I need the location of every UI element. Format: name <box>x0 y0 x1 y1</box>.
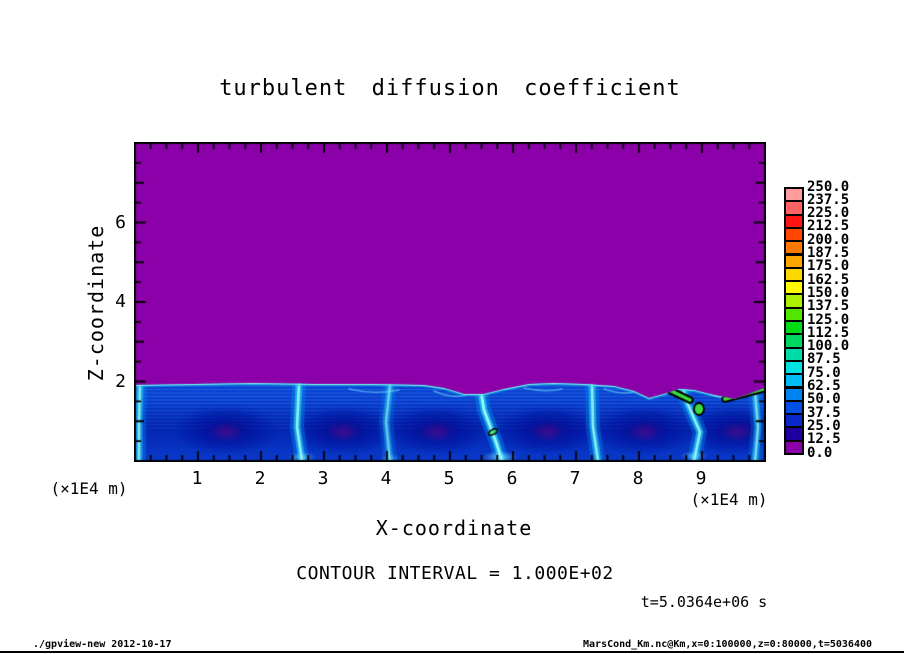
x-tick-label: 7 <box>569 468 581 489</box>
z-tick-label: 2 <box>115 370 126 392</box>
time-annotation: t=5.0364e+06 s <box>640 593 768 611</box>
colorbar-level-label: 237.5 <box>807 191 850 208</box>
colorbar-level-label: 225.0 <box>807 205 850 222</box>
x-tick-label: 8 <box>632 468 644 489</box>
colorbar-level-label: 162.5 <box>807 271 850 288</box>
colorbar-level-label: 212.5 <box>807 218 850 235</box>
colorbar-level-label: 37.5 <box>807 404 841 421</box>
z-tick-label: 4 <box>115 291 126 312</box>
colorbar-level-label: 75.0 <box>807 364 841 381</box>
colorbar-level-label: 62.5 <box>807 378 841 394</box>
chart-title: turbulent diffusion coefficient <box>219 76 681 101</box>
colorbar-level-label: 175.0 <box>807 258 850 275</box>
colorbar-level-label: 0.0 <box>807 444 833 461</box>
z-tick-label: 6 <box>115 211 126 233</box>
colorbar-level-label: 25.0 <box>807 417 841 434</box>
x-axis-unit-label: (×1E4 m) <box>690 490 768 509</box>
colorbar-level-label: 137.5 <box>807 298 850 315</box>
colorbar-cell <box>784 439 804 455</box>
colorbar-level-label: 150.0 <box>807 284 850 301</box>
colorbar-level-label: 87.5 <box>807 351 841 368</box>
x-axis-title: X-coordinate <box>375 516 533 540</box>
contour-field-canvas <box>134 142 766 462</box>
x-tick-label: 3 <box>317 468 329 489</box>
footer-datasource: MarsCond_Km.nc@Km,x=0:100000,z=0:80000,t… <box>583 639 872 650</box>
colorbar-level-label: 50.0 <box>807 391 841 408</box>
contour-interval-note: CONTOUR INTERVAL = 1.000E+02 <box>296 563 614 584</box>
z-axis-unit-label: (×1E4 m) <box>50 479 128 498</box>
x-tick-label: 4 <box>380 468 392 489</box>
colorbar-level-label: 100.0 <box>807 338 850 355</box>
x-tick-label: 2 <box>254 468 266 489</box>
colorbar-level-label: 112.5 <box>807 324 850 341</box>
colorbar-level-label: 187.5 <box>807 245 850 261</box>
colorbar-level-label: 250.0 <box>807 178 850 195</box>
bottom-divider <box>0 651 904 653</box>
z-axis-title: Z-coordinate <box>84 224 108 382</box>
colorbar-level-label: 125.0 <box>807 311 850 328</box>
x-tick-label: 1 <box>191 468 203 489</box>
colorbar-level-label: 200.0 <box>807 231 850 248</box>
x-tick-label: 9 <box>695 468 707 489</box>
footer-command-line: ./gpview-new 2012-10-17 <box>33 639 172 650</box>
x-tick-label: 5 <box>443 468 455 489</box>
x-tick-label: 6 <box>506 468 518 489</box>
colorbar-level-label: 12.5 <box>807 431 841 448</box>
